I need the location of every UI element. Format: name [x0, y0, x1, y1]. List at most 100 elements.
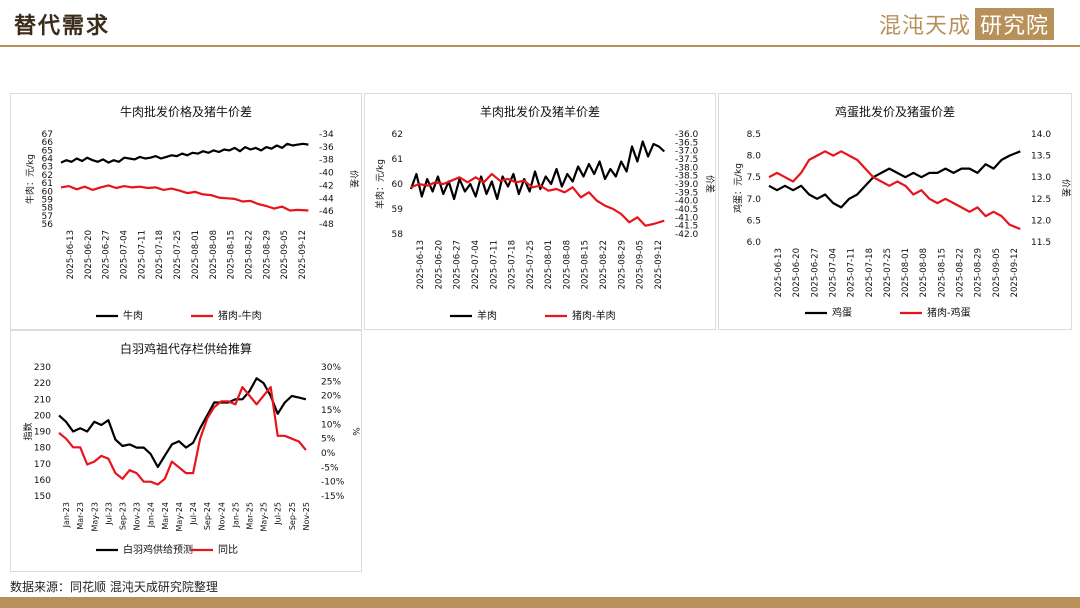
chart-title: 羊肉批发价及猪羊价差 — [480, 104, 600, 119]
y-tick-label: 56 — [42, 220, 54, 230]
series-line-primary — [409, 140, 666, 201]
y2-tick-label: -40 — [319, 169, 334, 179]
y2-tick-label: 0% — [321, 449, 336, 459]
x-tick-label: 2025-06-13 — [774, 248, 784, 297]
y2-tick-label: -40.0 — [675, 197, 699, 207]
y2-tick-label: -39.5 — [675, 188, 698, 198]
x-tick-label: 2025-09-12 — [1010, 248, 1020, 297]
y-tick-label: 62 — [392, 130, 403, 140]
chart-panel-mutton: 羊肉批发价及猪羊价差 58 59 60 61 62 -36.0 -36.5 -37.0 -37.5… — [364, 93, 716, 330]
x-tick-label: 2025-07-04 — [120, 230, 130, 279]
y2-tick-label: 13.5 — [1031, 152, 1051, 162]
legend-label: 白羽鸡供给预测 — [123, 543, 193, 556]
series-line-secondary — [58, 385, 307, 486]
y-tick-label: 220 — [34, 379, 51, 389]
x-tick-label: 2025-08-22 — [599, 240, 609, 289]
y-tick-label: 58 — [392, 230, 404, 240]
x-tick-label: 2025-08-22 — [245, 230, 255, 279]
y2-tick-label: 25% — [321, 377, 341, 387]
x-tick-label: 2025-09-05 — [636, 240, 646, 289]
x-tick-label: 2025-07-04 — [471, 240, 481, 289]
x-tick-label: 2025-06-20 — [84, 230, 94, 279]
x-tick-label: 2025-09-05 — [280, 230, 290, 279]
page-title: 替代需求 — [14, 13, 111, 39]
y2-tick-label: 14.0 — [1031, 130, 1051, 140]
x-tick-label: 2025-08-08 — [562, 240, 572, 289]
brand-logo: 混沌天成 研究院 — [879, 8, 1054, 40]
x-tick-label: Sep-24 — [203, 502, 212, 530]
y2-tick-label: 10% — [321, 420, 341, 430]
y-axis-label: 鸡蛋：元/kg — [732, 163, 744, 213]
y-tick-label: 59 — [392, 205, 404, 215]
x-tick-label: Jul-23 — [104, 502, 113, 526]
x-tick-label: 2025-09-12 — [298, 230, 308, 279]
y2-axis-label: 价差 — [1060, 179, 1071, 197]
x-tick-label: 2025-08-08 — [919, 248, 929, 297]
y-tick-label: 170 — [34, 460, 51, 470]
y-tick-label: 57 — [42, 212, 53, 222]
y2-tick-label: -37.5 — [675, 155, 698, 165]
y-tick-label: 7.0 — [747, 195, 762, 205]
broiler-chart: 白羽鸡祖代存栏供给推算 150 160 170 180 190 200 210 220 230 30… — [22, 341, 360, 556]
chart-title: 白羽鸡祖代存栏供给推算 — [120, 341, 252, 356]
x-tick-label: 2025-07-11 — [847, 248, 857, 297]
y-tick-label: 61 — [42, 179, 53, 189]
y2-tick-label: -44 — [319, 194, 334, 204]
x-tick-label: 2025-07-25 — [526, 240, 536, 289]
y-tick-label: 210 — [34, 395, 51, 405]
x-tick-label: Mar-24 — [161, 502, 170, 530]
y-axis-label: 指数 — [22, 422, 34, 440]
y-tick-label: 63 — [42, 163, 53, 173]
y2-tick-label: 15% — [321, 406, 341, 416]
y-tick-label: 150 — [34, 492, 51, 502]
y2-tick-label: -15% — [321, 492, 345, 502]
x-tick-label: Sep-23 — [119, 502, 128, 530]
x-tick-label: 2025-07-18 — [508, 240, 518, 289]
y-tick-label: 200 — [34, 411, 51, 421]
y2-tick-label: -37.0 — [675, 147, 699, 157]
y2-tick-label: 12.5 — [1031, 195, 1051, 205]
y2-tick-label: -36.0 — [675, 130, 699, 140]
y-tick-label: 62 — [42, 171, 53, 181]
y2-tick-label: -42.0 — [675, 230, 699, 240]
y2-axis-label: 价差 — [348, 170, 360, 188]
y2-tick-label: -38.5 — [675, 172, 698, 182]
y-tick-label: 60 — [392, 180, 404, 190]
data-source-note: 数据来源：同花顺 混沌天成研究院整理 — [10, 580, 218, 594]
x-tick-label: 2025-06-20 — [792, 248, 802, 297]
x-tick-label: 2025-07-25 — [173, 230, 183, 279]
series-line-secondary — [60, 184, 309, 212]
y2-tick-label: 13.0 — [1031, 173, 1051, 183]
series-line-primary — [60, 142, 309, 164]
y2-tick-label: -10% — [321, 478, 345, 488]
x-tick-label: 2025-09-12 — [654, 240, 664, 289]
x-tick-label: 2025-07-25 — [883, 248, 893, 297]
y2-tick-label: 20% — [321, 392, 341, 402]
x-tick-label: Nov-25 — [302, 502, 311, 530]
y-tick-label: 66 — [42, 138, 54, 148]
y2-tick-label: -38 — [319, 156, 334, 166]
y-tick-label: 6.0 — [747, 238, 762, 248]
x-tick-label: Jul-25 — [274, 502, 283, 526]
y2-tick-label: 12.0 — [1031, 216, 1051, 226]
x-tick-label: 2025-07-04 — [829, 248, 839, 297]
y2-tick-label: -41.0 — [675, 213, 699, 223]
legend-label: 同比 — [218, 544, 238, 556]
x-tick-label: 2025-07-18 — [155, 230, 165, 279]
x-tick-label: Mar-25 — [246, 502, 255, 530]
x-tick-label: 2025-08-29 — [262, 230, 272, 279]
y2-tick-label: -42 — [319, 181, 334, 191]
y2-tick-label: -36 — [319, 143, 334, 153]
x-tick-label: Jan-24 — [147, 502, 156, 528]
y-tick-label: 230 — [34, 363, 51, 373]
legend-label: 猪肉-鸡蛋 — [927, 306, 971, 319]
chart-title: 牛肉批发价格及猪牛价差 — [120, 104, 252, 119]
legend-label: 猪肉-牛肉 — [218, 309, 262, 322]
mutton-chart: 羊肉批发价及猪羊价差 58 59 60 61 62 -36.0-36.5-37.0-37.5… — [374, 104, 715, 322]
chart-panel-beef: 牛肉批发价格及猪牛价差 56 57 58 59 60 61 62 63 64 65 66 67 -34 -3… — [10, 93, 362, 330]
y2-tick-label: -48 — [319, 220, 334, 230]
egg-chart: 鸡蛋批发价及猪蛋价差 6.0 6.5 7.0 7.5 8.0 8.5 11.5 12.0 12.5… — [732, 104, 1071, 319]
y-tick-label: 160 — [34, 476, 51, 486]
y-tick-label: 60 — [42, 187, 54, 197]
y-tick-label: 58 — [42, 204, 54, 214]
